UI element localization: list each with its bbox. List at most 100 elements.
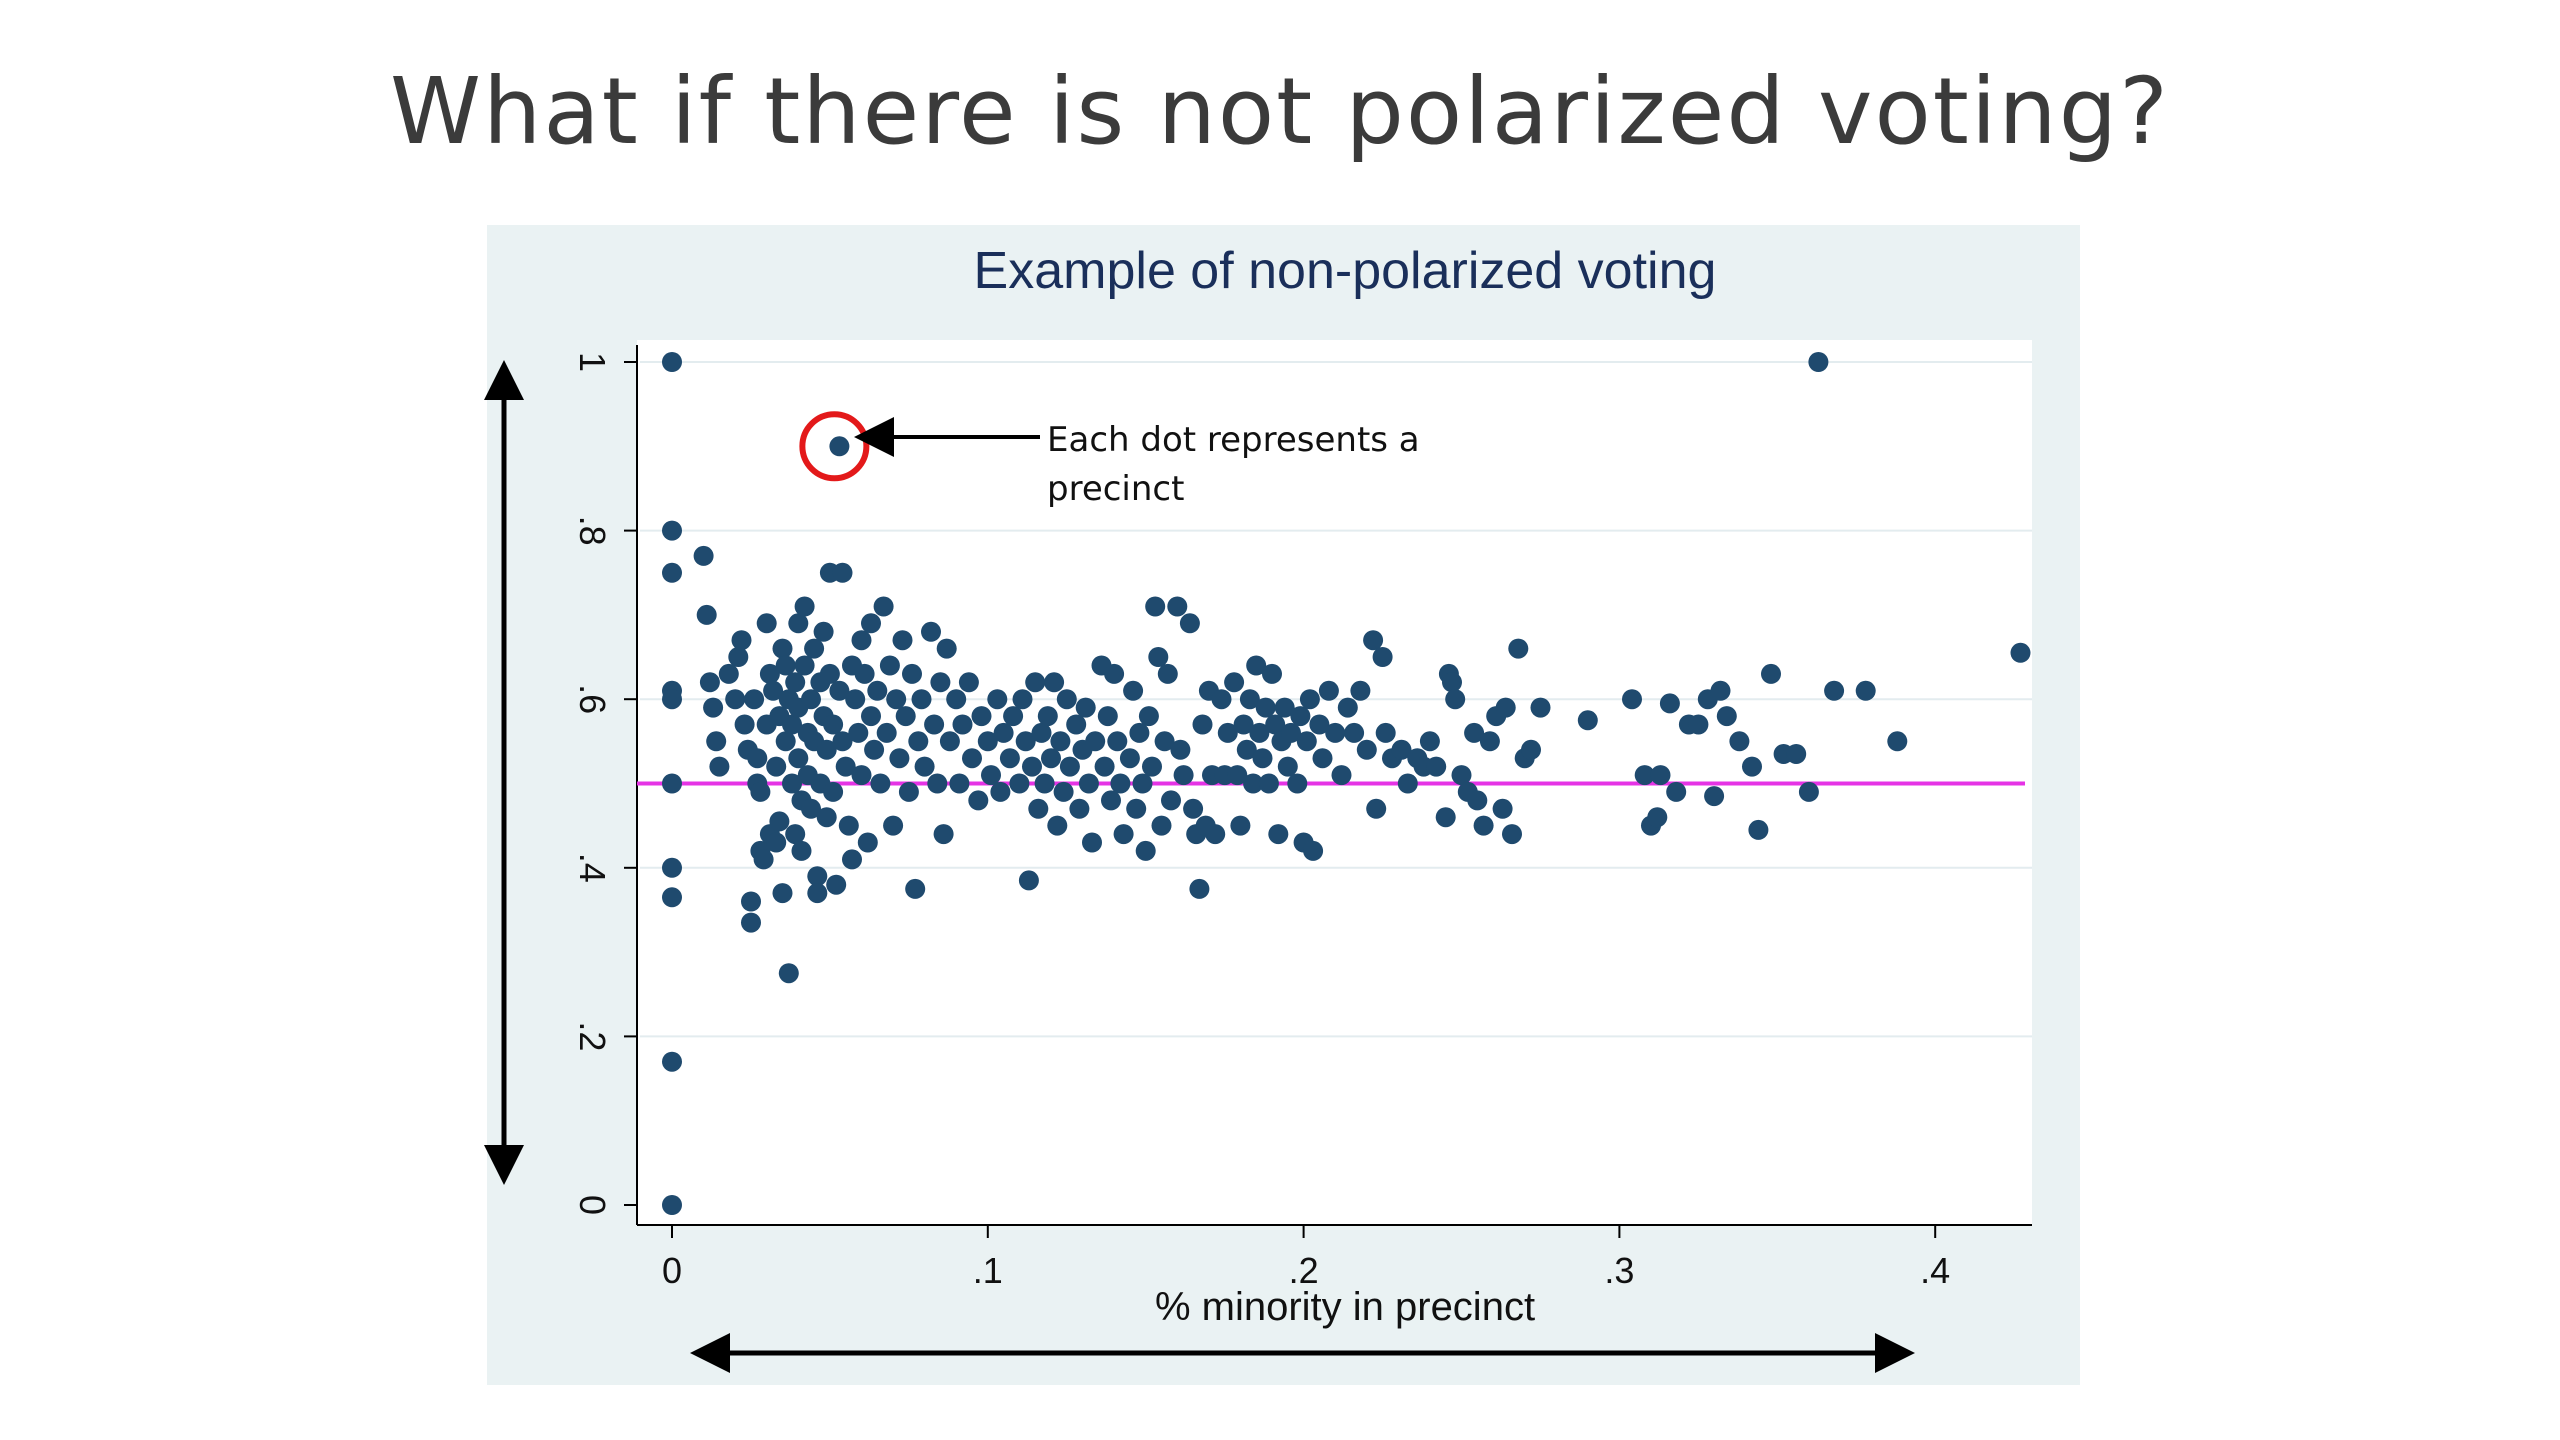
- data-point: [962, 748, 982, 769]
- data-point: [1056, 689, 1077, 710]
- data-point: [908, 731, 929, 752]
- data-point: [1704, 786, 1725, 807]
- data-point: [1113, 824, 1134, 845]
- data-point: [1142, 756, 1162, 777]
- data-point: [1666, 781, 1687, 802]
- data-point: [1855, 680, 1876, 701]
- data-point: [1277, 756, 1298, 777]
- data-point: [769, 811, 790, 832]
- data-point: [1262, 663, 1282, 684]
- data-point: [1502, 824, 1522, 845]
- data-point: [867, 680, 888, 701]
- data-point: [1170, 739, 1191, 760]
- data-point: [1085, 731, 1106, 752]
- data-point: [1808, 352, 1829, 372]
- data-point: [662, 352, 682, 372]
- x-tick-label-3: .3: [1604, 1250, 1634, 1291]
- data-point: [981, 765, 1001, 786]
- data-point: [706, 731, 727, 752]
- data-point: [1508, 638, 1529, 659]
- data-point: [876, 722, 897, 743]
- y-tick-label-0: 0: [572, 1195, 613, 1215]
- data-point: [1296, 731, 1317, 752]
- y-tick-label-3: .6: [572, 684, 613, 714]
- data-point: [1530, 697, 1551, 718]
- data-point: [1716, 706, 1737, 727]
- data-point: [1097, 706, 1118, 727]
- data-point: [870, 773, 891, 794]
- data-point: [1183, 798, 1204, 819]
- data-point: [933, 824, 954, 845]
- data-point: [1634, 765, 1655, 786]
- data-point: [1710, 680, 1731, 701]
- data-point: [662, 689, 682, 710]
- data-point: [693, 545, 714, 566]
- y-tick-label-5: 1: [572, 352, 613, 372]
- data-point: [1082, 832, 1102, 853]
- data-point: [813, 621, 834, 642]
- data-point: [785, 672, 806, 693]
- data-point: [734, 714, 755, 735]
- data-point: [1236, 739, 1257, 760]
- data-point: [1132, 773, 1153, 794]
- data-point: [1419, 731, 1440, 752]
- data-point: [1075, 697, 1096, 718]
- data-point: [1224, 672, 1245, 693]
- data-point: [788, 748, 809, 769]
- data-point: [1274, 697, 1295, 718]
- data-point: [1356, 739, 1377, 760]
- data-point: [1123, 680, 1144, 701]
- data-point: [662, 773, 682, 794]
- data-point: [1053, 781, 1074, 802]
- data-point: [819, 663, 840, 684]
- chart-title: Example of non-polarized voting: [974, 242, 1717, 300]
- data-point: [741, 891, 761, 912]
- data-point: [772, 883, 793, 904]
- data-point: [744, 689, 765, 710]
- data-point: [728, 647, 749, 667]
- data-point: [1473, 815, 1494, 836]
- data-point: [709, 756, 730, 777]
- x-tick-label-4: .4: [1920, 1250, 1950, 1291]
- data-point: [1227, 765, 1248, 786]
- data-point: [1031, 722, 1052, 743]
- annotation-line-1: Each dot represents a: [1047, 420, 1420, 460]
- data-point: [1309, 714, 1330, 735]
- data-point: [1107, 731, 1128, 752]
- data-point: [848, 722, 869, 743]
- data-point: [842, 849, 862, 870]
- data-point: [1391, 739, 1412, 760]
- data-point: [971, 706, 992, 727]
- data-point: [2010, 642, 2031, 663]
- data-point: [804, 638, 825, 659]
- data-point: [1435, 807, 1456, 828]
- data-point: [1233, 714, 1254, 735]
- data-point: [1104, 663, 1125, 684]
- data-point: [1287, 773, 1308, 794]
- data-point: [854, 663, 875, 684]
- data-point: [1211, 689, 1232, 710]
- data-point: [1022, 756, 1042, 777]
- data-point: [1129, 722, 1150, 743]
- data-point: [1445, 689, 1466, 710]
- data-point: [993, 722, 1014, 743]
- data-point: [902, 663, 922, 684]
- data-point: [829, 680, 850, 701]
- data-point: [1012, 689, 1033, 710]
- data-point: [662, 562, 682, 583]
- data-point: [1167, 596, 1188, 617]
- data-point: [662, 857, 682, 878]
- data-point: [829, 436, 850, 457]
- data-point: [778, 963, 799, 984]
- data-point: [1397, 773, 1418, 794]
- data-point: [1331, 765, 1352, 786]
- annotation-line-2: precinct: [1047, 469, 1184, 509]
- data-point: [1479, 731, 1500, 752]
- data-point: [718, 663, 739, 684]
- data-point: [794, 655, 815, 676]
- data-point: [1192, 714, 1213, 735]
- data-point: [924, 714, 945, 735]
- data-point: [1761, 663, 1781, 684]
- data-point: [1148, 647, 1169, 667]
- y-tick-label-1: .2: [572, 1021, 613, 1051]
